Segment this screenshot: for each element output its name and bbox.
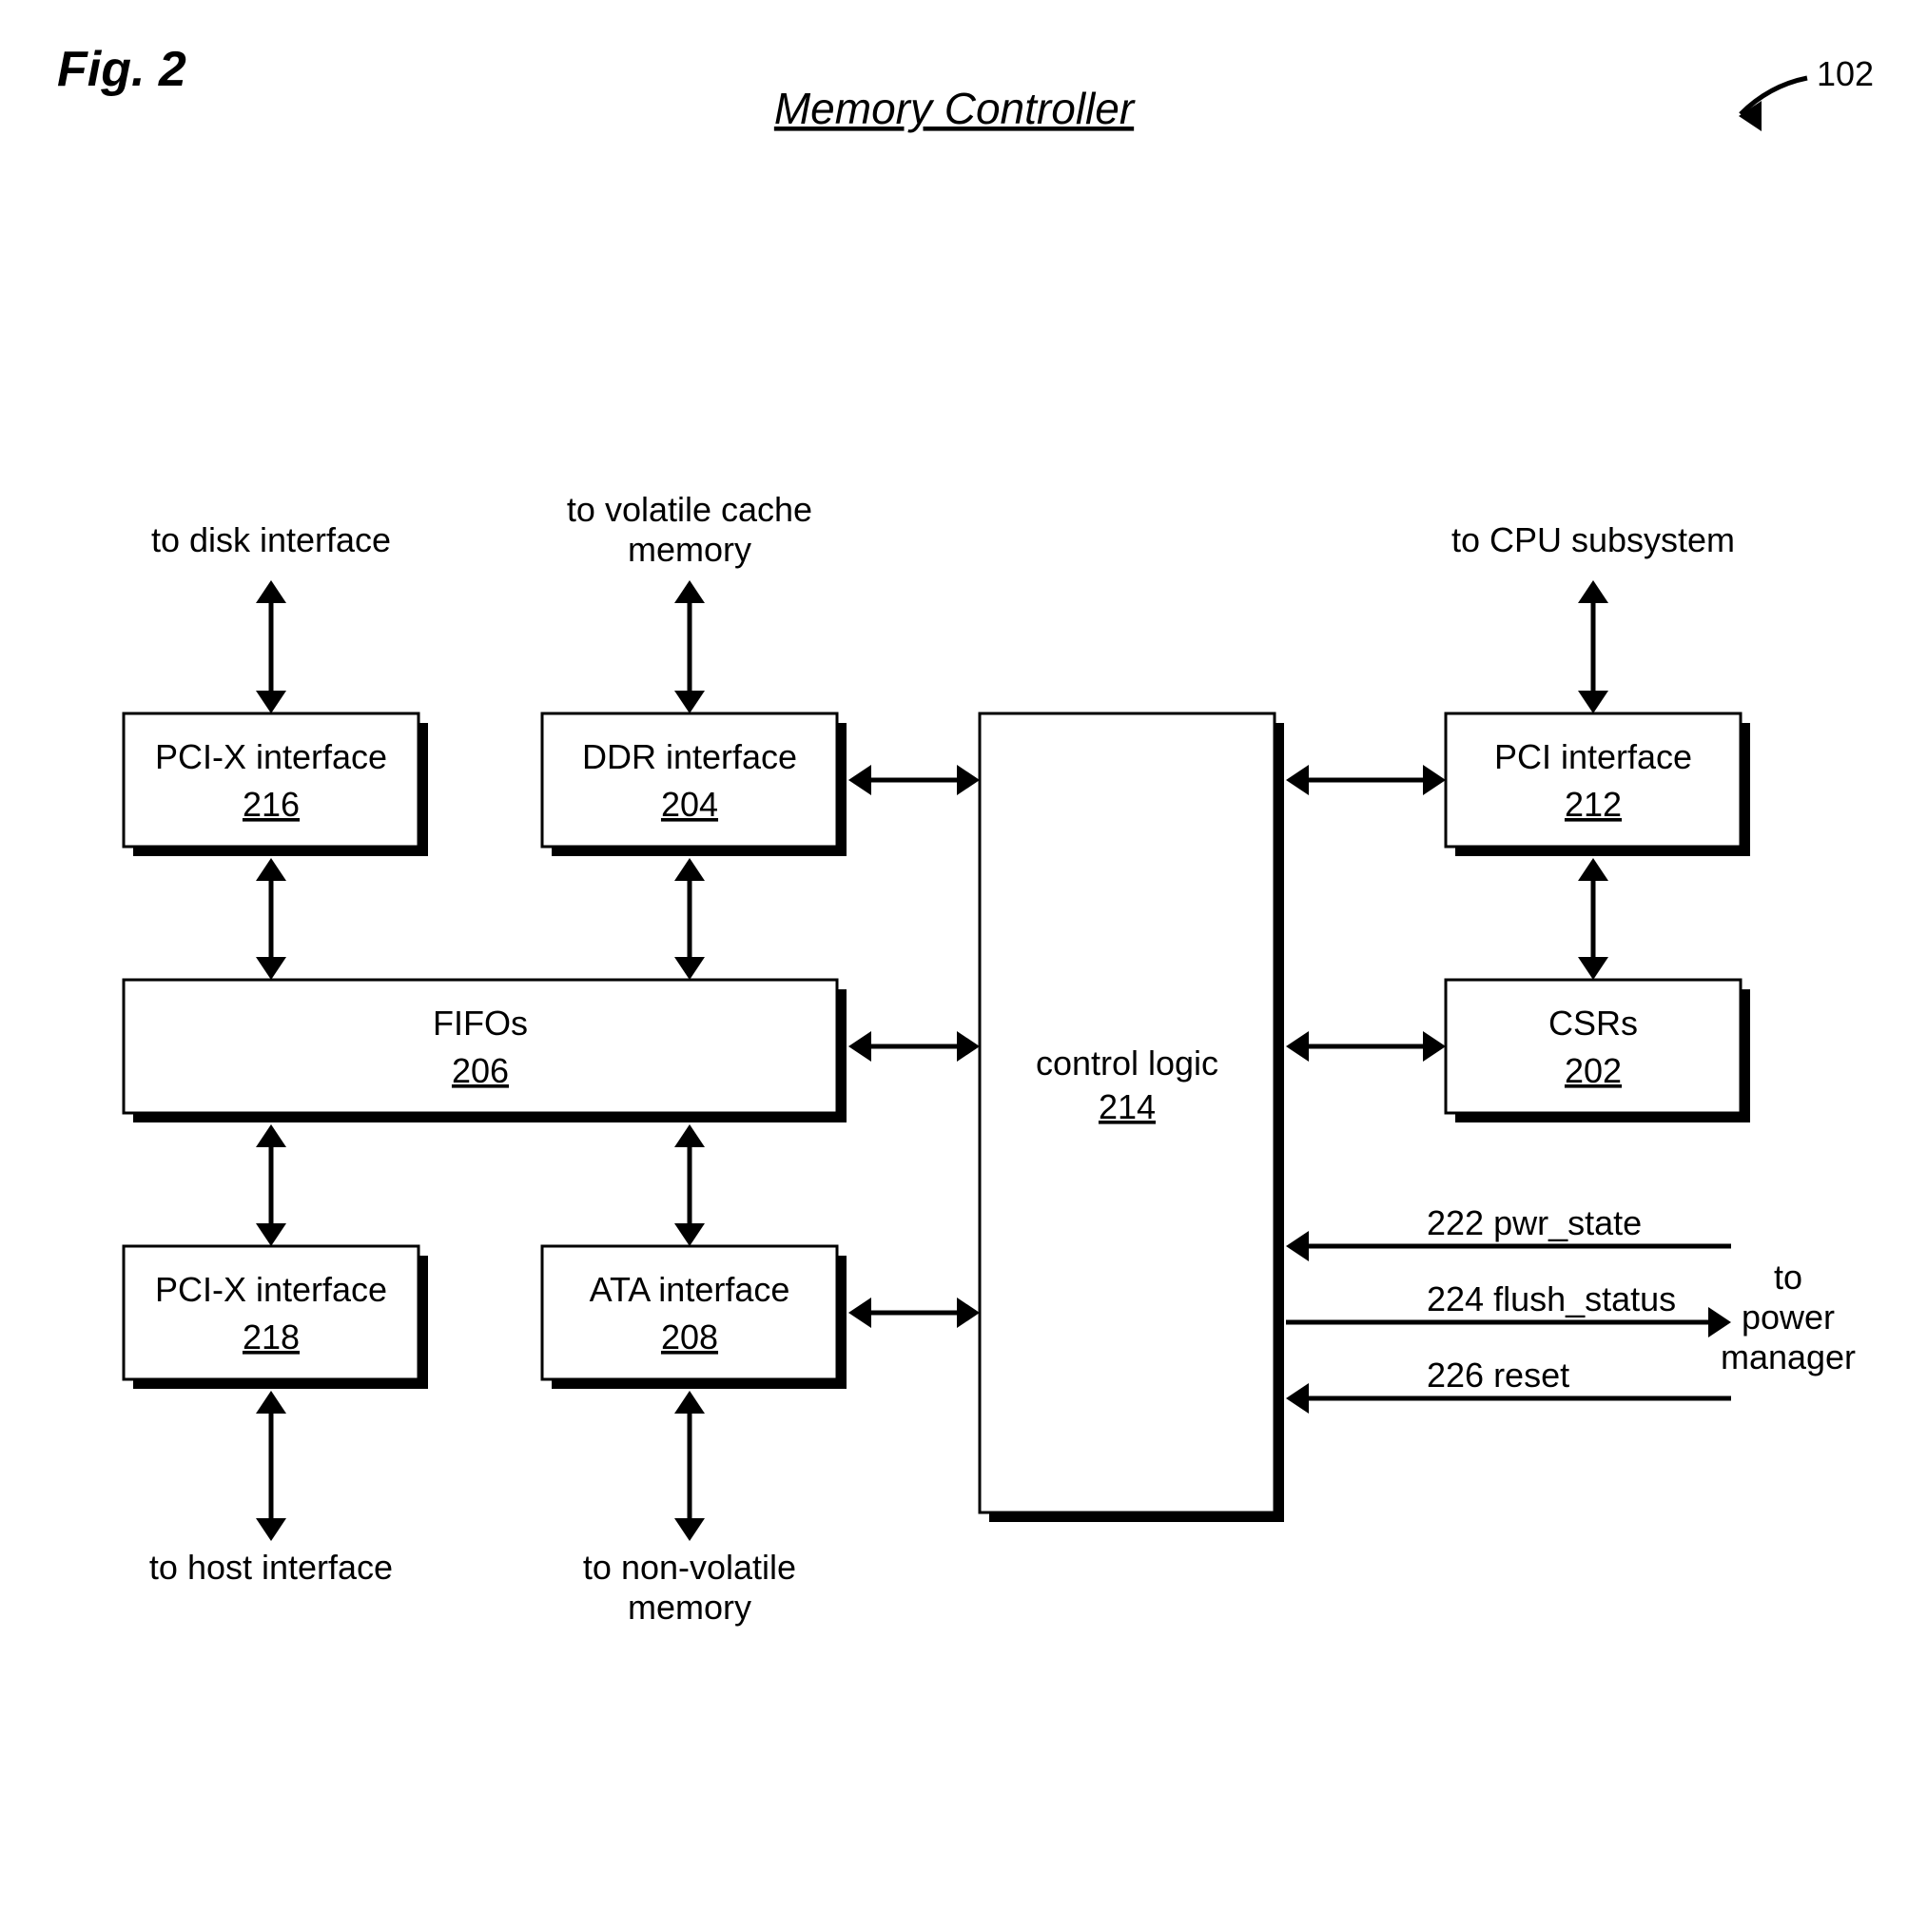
box-ddr-204-ref: 204 [661,785,718,824]
box-pci-212 [1446,713,1741,847]
figure-label: Fig. 2 [57,42,186,97]
box-ctrl-214-ref: 214 [1099,1087,1156,1126]
box-ddr-204 [542,713,837,847]
ext-nonvol-1: memory [628,1588,751,1627]
box-pcix-218 [124,1246,419,1379]
box-csrs-202-ref: 202 [1565,1051,1622,1090]
box-pcix-216-ref: 216 [243,785,300,824]
box-ata-208-ref: 208 [661,1317,718,1356]
box-fifos-206-ref: 206 [452,1051,509,1090]
diagram-title: Memory Controller [774,84,1136,133]
box-csrs-202 [1446,980,1741,1113]
ext-host-0: to host interface [149,1548,393,1587]
box-pci-212-ref: 212 [1565,785,1622,824]
box-pcix-216-title: PCI-X interface [155,737,387,776]
box-csrs-202-title: CSRs [1548,1004,1638,1043]
box-ata-208-title: ATA interface [590,1270,790,1309]
box-pcix-216 [124,713,419,847]
ext-volatile-0: to volatile cache [567,490,812,529]
ref-102: 102 [1817,54,1874,93]
box-fifos-206-title: FIFOs [433,1004,528,1043]
box-ctrl-214-title: control logic [1036,1044,1218,1083]
signal-pwr_state: 222 pwr_state [1427,1203,1642,1242]
ext-disk-0: to disk interface [151,520,391,559]
box-fifos-206 [124,980,837,1113]
box-ata-208 [542,1246,837,1379]
box-pcix-218-title: PCI-X interface [155,1270,387,1309]
ext-nonvol-0: to non-volatile [583,1548,796,1587]
ext-pwrmgr-0: to [1774,1258,1802,1297]
box-pcix-218-ref: 218 [243,1317,300,1356]
signal-flush_status: 224 flush_status [1427,1279,1676,1318]
box-ddr-204-title: DDR interface [582,737,797,776]
ext-pwrmgr-2: manager [1721,1337,1856,1376]
ext-cpu-0: to CPU subsystem [1451,520,1735,559]
ext-pwrmgr-1: power [1742,1298,1835,1337]
signal-reset: 226 reset [1427,1356,1569,1395]
ext-volatile-1: memory [628,530,751,569]
box-pci-212-title: PCI interface [1494,737,1692,776]
